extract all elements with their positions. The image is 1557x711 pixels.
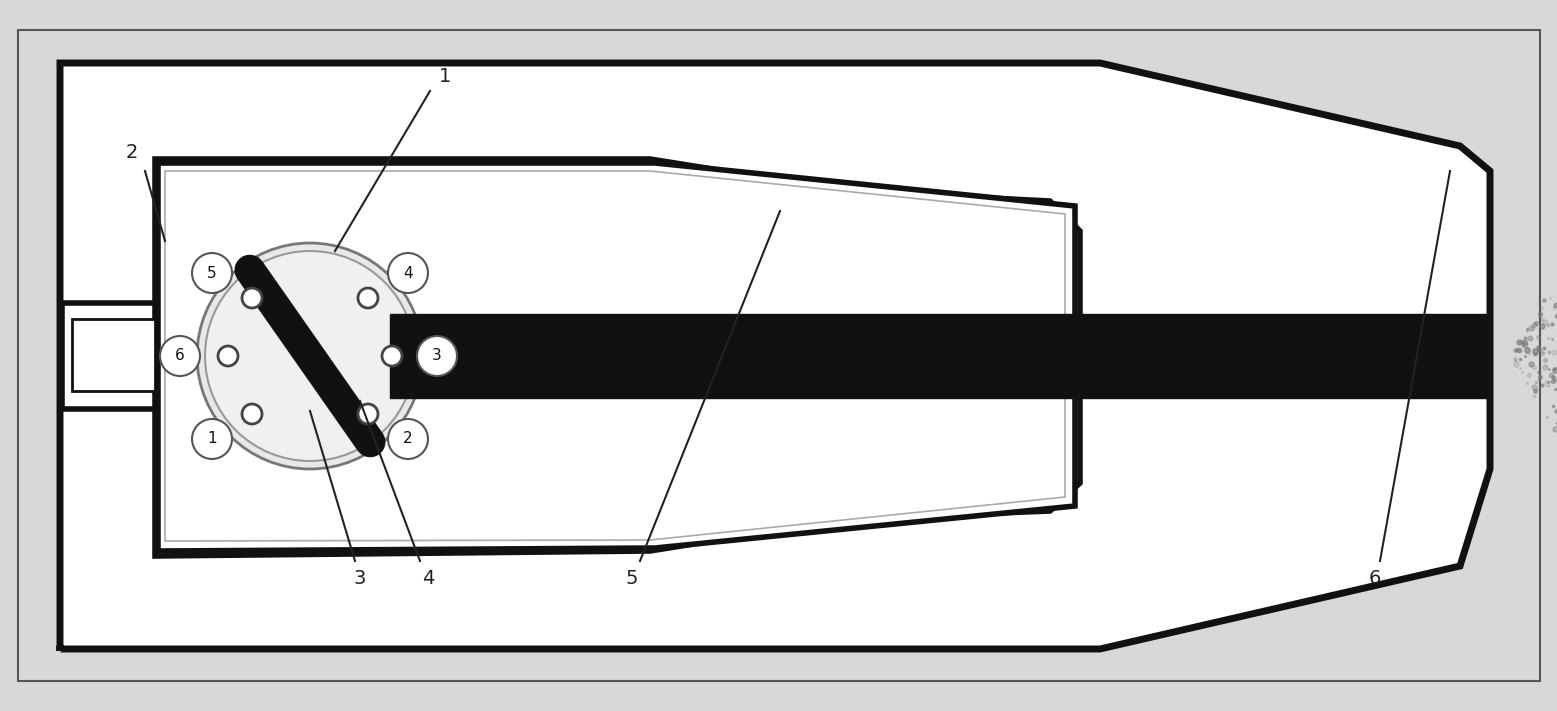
Polygon shape: [72, 319, 156, 391]
Polygon shape: [156, 159, 1081, 556]
Polygon shape: [62, 303, 156, 409]
Polygon shape: [157, 163, 1074, 551]
Text: 2: 2: [403, 432, 413, 447]
Polygon shape: [389, 314, 1488, 398]
Text: 4: 4: [422, 570, 434, 589]
Text: 5: 5: [207, 265, 216, 281]
Circle shape: [358, 404, 378, 424]
Circle shape: [206, 251, 416, 461]
Circle shape: [358, 288, 378, 308]
Circle shape: [388, 253, 428, 293]
Text: 2: 2: [126, 144, 139, 163]
Circle shape: [218, 346, 238, 366]
Circle shape: [192, 253, 232, 293]
Text: 6: 6: [174, 348, 185, 363]
Text: 1: 1: [439, 67, 452, 85]
Circle shape: [160, 336, 199, 376]
Circle shape: [198, 243, 424, 469]
Circle shape: [241, 404, 262, 424]
Circle shape: [417, 336, 458, 376]
Circle shape: [241, 288, 262, 308]
Text: 4: 4: [403, 265, 413, 281]
Circle shape: [381, 346, 402, 366]
Polygon shape: [61, 63, 1490, 651]
Text: 1: 1: [207, 432, 216, 447]
Text: 6: 6: [1369, 570, 1381, 589]
Text: 3: 3: [353, 570, 366, 589]
Text: 5: 5: [626, 570, 638, 589]
Text: 3: 3: [433, 348, 442, 363]
Circle shape: [192, 419, 232, 459]
Circle shape: [388, 419, 428, 459]
